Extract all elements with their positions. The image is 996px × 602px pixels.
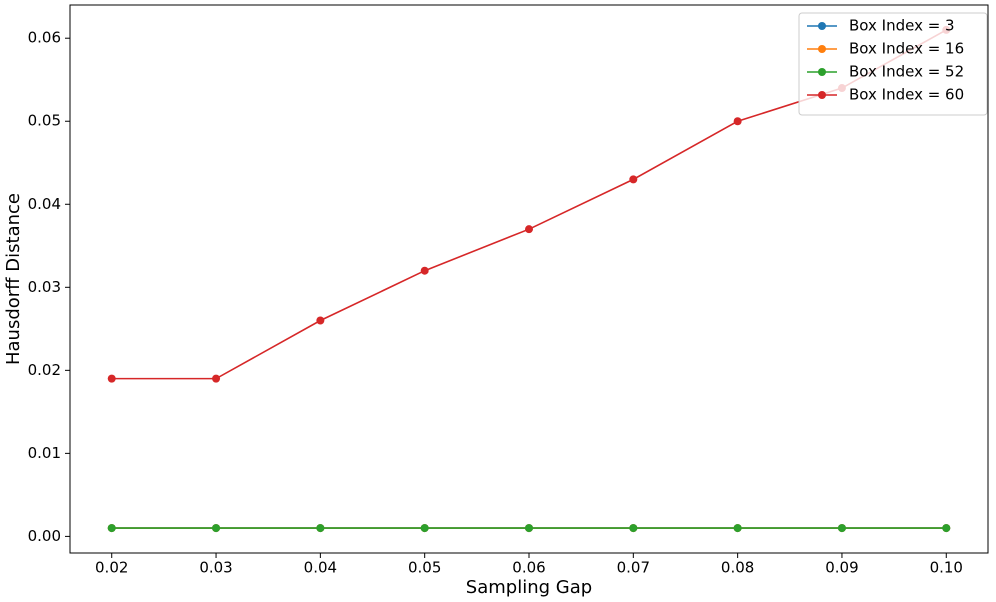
data-point [420,266,429,275]
x-tick-label: 0.06 [512,559,545,577]
plot-frame [69,4,989,554]
legend-label: Box Index = 60 [849,86,964,104]
data-point [316,524,325,533]
x-tick-label: 0.05 [408,559,441,577]
legend-label: Box Index = 16 [849,40,964,58]
data-point [629,524,638,533]
data-point [525,225,533,234]
legend-label: Box Index = 3 [849,17,955,35]
data-point [525,524,533,533]
x-tick-label: 0.08 [721,559,754,577]
x-tick-label: 0.03 [199,559,232,577]
data-point [212,524,221,533]
y-tick-label: 0.01 [28,444,61,462]
legend-marker [818,22,826,30]
data-point [107,524,116,533]
legend-marker [818,45,826,53]
x-axis-label: Sampling Gap [466,577,592,598]
legend-label: Box Index = 52 [849,63,964,81]
y-tick-label: 0.00 [28,527,61,545]
x-tick-label: 0.04 [304,559,337,577]
x-tick-label: 0.02 [95,559,128,577]
data-point [212,374,221,383]
x-tick-label: 0.09 [825,559,858,577]
data-point [733,524,742,533]
legend-box [798,12,988,116]
data-point [107,374,116,383]
x-tick-label: 0.10 [930,559,963,577]
y-tick-label: 0.06 [28,29,61,47]
y-tick-label: 0.02 [28,361,61,379]
data-point [837,524,846,533]
data-point [420,524,429,533]
y-tick-label: 0.05 [28,112,61,130]
x-tick-label: 0.07 [617,559,650,577]
data-point [942,524,951,533]
legend-marker [818,68,826,76]
data-point [733,117,742,126]
y-tick-label: 0.04 [28,195,61,213]
y-tick-label: 0.03 [28,278,61,296]
legend-marker [818,91,826,99]
data-point [316,316,325,325]
legend: Box Index = 3 Box Index = 16 Box Index = 5… [798,12,988,116]
data-point [629,175,638,184]
y-axis-label: Hausdorff Distance [3,193,24,365]
